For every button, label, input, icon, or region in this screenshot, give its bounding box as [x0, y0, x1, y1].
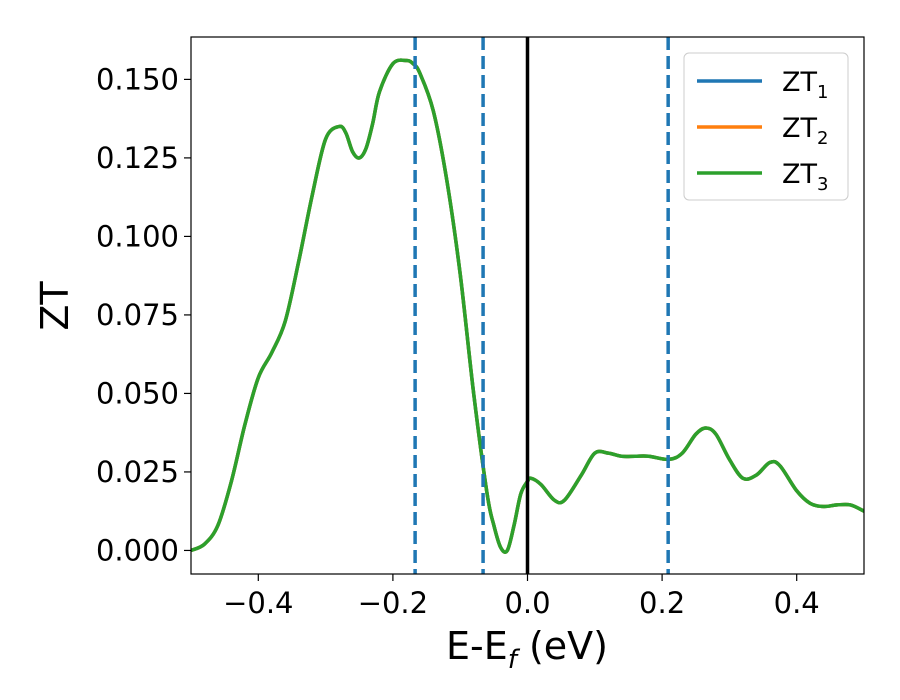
y-tick-label: 0.000: [96, 533, 179, 567]
legend-box: [683, 52, 849, 201]
x-tick-label: −0.2: [358, 586, 428, 620]
x-tick-label: −0.4: [223, 586, 293, 620]
x-tick-label: 0.2: [639, 586, 685, 620]
y-tick-label: 0.075: [96, 298, 179, 332]
legend-label-2: ZT2: [782, 113, 828, 149]
y-axis: 0.000 0.025 0.050 0.075 0.100 0.125 0.150: [96, 62, 191, 567]
legend-label-1: ZT1: [782, 67, 828, 103]
y-axis-label: ZT: [33, 281, 77, 331]
x-axis: −0.4 −0.2 0.0 0.2 0.4: [223, 574, 820, 620]
y-tick-label: 0.100: [96, 219, 179, 253]
x-axis-label: E-Ef (eV): [446, 624, 608, 675]
legend-label-3: ZT3: [782, 159, 828, 195]
y-tick-label: 0.025: [96, 455, 179, 489]
legend: ZT1 ZT2 ZT3: [683, 52, 849, 201]
plot-area: [191, 37, 864, 574]
y-tick-label: 0.125: [96, 141, 179, 175]
x-tick-label: 0.0: [504, 586, 550, 620]
x-tick-label: 0.4: [774, 586, 820, 620]
series-line-3: [191, 58, 864, 554]
y-tick-label: 0.050: [96, 376, 179, 410]
y-tick-label: 0.150: [96, 62, 179, 96]
